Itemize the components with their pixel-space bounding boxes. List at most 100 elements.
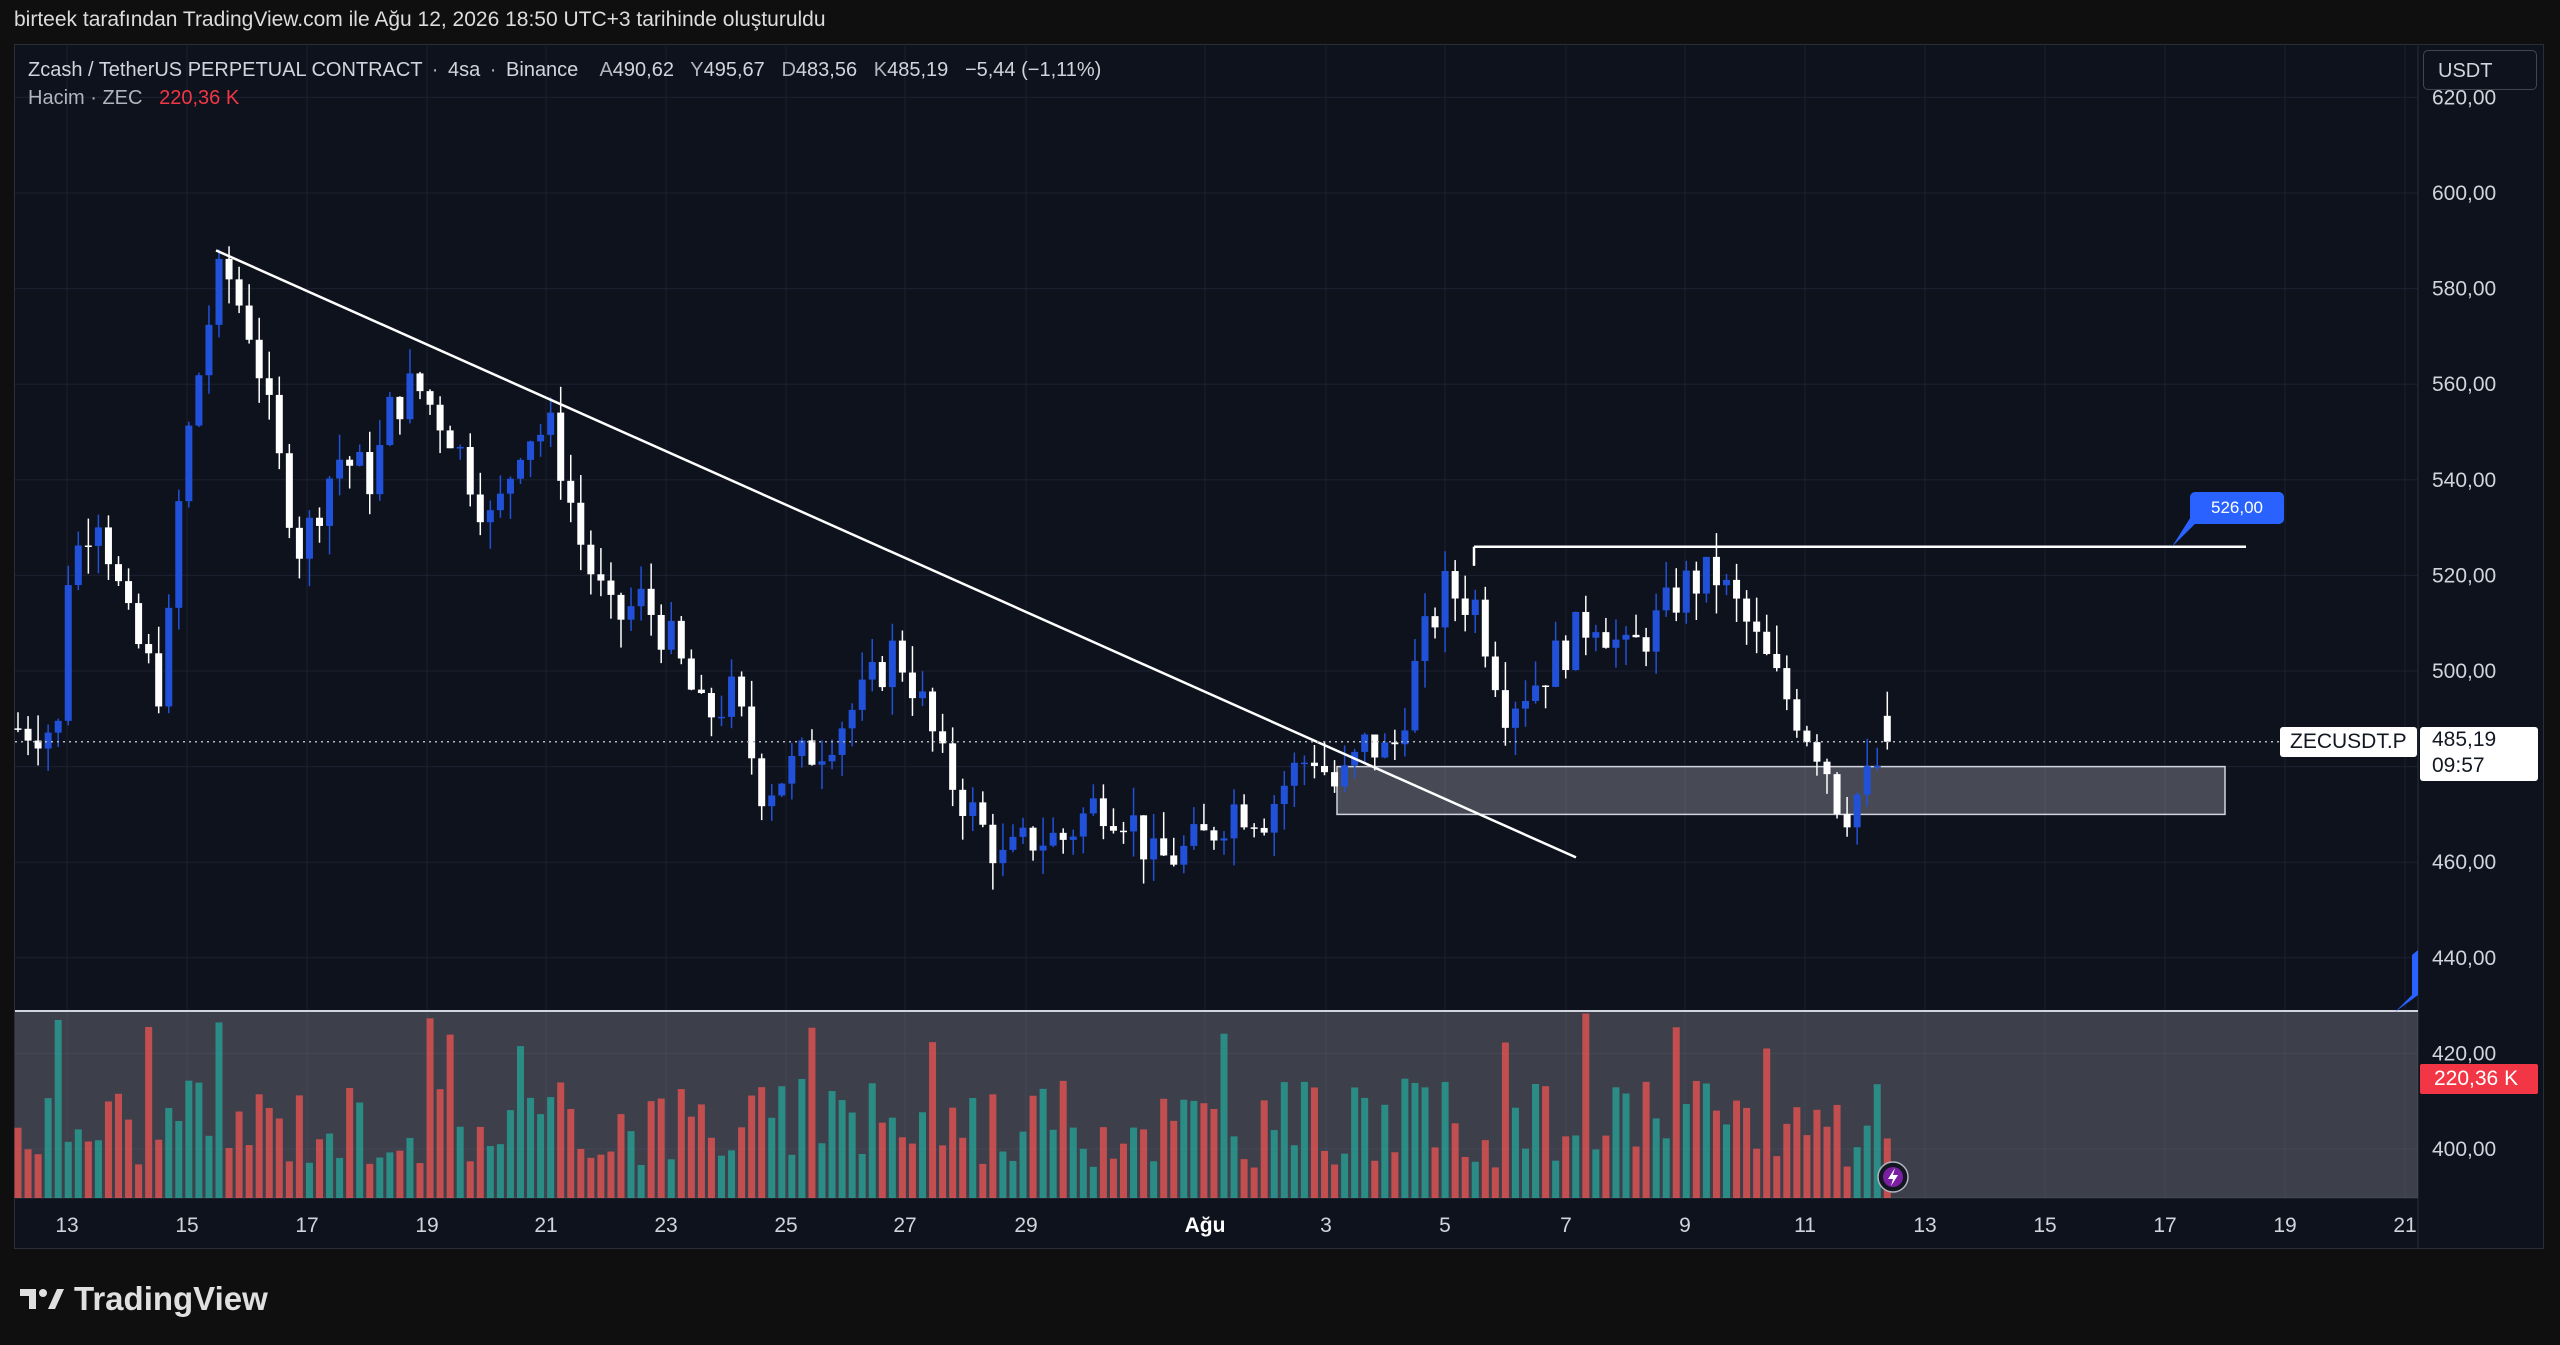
candle-body [898, 640, 906, 673]
candle-body [1622, 634, 1630, 640]
volume-bar [285, 1161, 293, 1198]
candle-body [707, 693, 715, 718]
volume-bar [436, 1089, 444, 1198]
resistance-level-tag[interactable]: 526,00 [2190, 492, 2284, 524]
brand-name: TradingView [74, 1280, 268, 1317]
candle-body [718, 716, 725, 719]
volume-bar [838, 1100, 846, 1198]
close-value: 485,19 [887, 59, 949, 81]
symbol-name[interactable]: Zcash / TetherUS PERPETUAL CONTRACT [28, 59, 423, 81]
volume-bar [1692, 1080, 1700, 1198]
volume-bar [848, 1112, 856, 1198]
volume-bar [1662, 1138, 1670, 1198]
volume-bar [1240, 1159, 1248, 1198]
candle-body [1692, 570, 1700, 594]
volume-bar [366, 1163, 374, 1198]
candle-body [1300, 762, 1308, 765]
volume-bar [1250, 1167, 1258, 1198]
candle-body [1753, 621, 1761, 632]
volume-bar [597, 1154, 605, 1198]
chart-frame [14, 44, 2544, 1249]
candle-body [999, 849, 1007, 864]
candle-body [1029, 827, 1037, 851]
volume-bar [94, 1140, 102, 1198]
candle-body [1592, 632, 1600, 638]
downtrend-line [215, 249, 1577, 859]
volume-bar [1411, 1082, 1419, 1198]
candle-body [1471, 599, 1479, 615]
candle-body [1522, 700, 1529, 709]
candle-body [697, 689, 705, 694]
candle-body [14, 728, 22, 730]
volume-bar [1461, 1156, 1469, 1198]
volume-bar [1773, 1156, 1781, 1198]
currency-button[interactable]: USDT [2423, 50, 2537, 90]
candle-body [1763, 631, 1771, 654]
volume-bar [979, 1163, 987, 1198]
x-axis-tick-label: 27 [893, 1214, 916, 1237]
candle-body [778, 783, 786, 796]
volume-bar [798, 1078, 806, 1198]
volume-bar [999, 1151, 1007, 1198]
x-axis-tick-label: Ağu [1185, 1214, 1226, 1237]
candle-body [1019, 827, 1027, 837]
x-axis-tick-label: 23 [654, 1214, 677, 1237]
candle-body [567, 480, 575, 503]
candle-body [1341, 765, 1349, 787]
candle-body [1371, 734, 1379, 758]
candle-body [1180, 845, 1188, 865]
candle-body [1672, 587, 1680, 613]
volume-bar [1712, 1110, 1720, 1198]
volume-bar [245, 1145, 253, 1198]
candle-body [1230, 804, 1238, 839]
candle-body [1461, 598, 1469, 615]
candle-body [1049, 832, 1057, 846]
volume-bar [1763, 1048, 1771, 1198]
candle-body [1401, 730, 1409, 745]
support-zone [1336, 765, 2226, 816]
candle-body [295, 527, 303, 559]
candle-body [446, 430, 454, 449]
candle-body [758, 758, 766, 807]
volume-bar [919, 1112, 926, 1198]
candle-body [255, 339, 263, 379]
candle-body [1099, 798, 1107, 827]
volume-bar [707, 1137, 715, 1198]
volume-bar [898, 1137, 906, 1198]
candle-body [54, 720, 62, 733]
candle-body [1170, 855, 1178, 865]
volume-bar [486, 1146, 494, 1198]
volume-bar [748, 1095, 756, 1198]
candle-body [1391, 742, 1399, 745]
interval-label[interactable]: 4sa [447, 59, 481, 81]
candle-body [748, 706, 756, 759]
candle-body [1109, 826, 1117, 831]
volume-bar [1813, 1109, 1821, 1198]
candle-body [356, 452, 364, 466]
candle-body [1793, 699, 1801, 731]
candle-body [1883, 715, 1891, 742]
candle-body [1532, 685, 1540, 701]
volume-bar [1049, 1129, 1057, 1198]
open-label: A [599, 59, 613, 81]
candle-body [1059, 832, 1067, 840]
volume-bar [1260, 1100, 1268, 1198]
volume-bar [14, 1127, 22, 1198]
candle-body [1843, 813, 1851, 828]
volume-bar [34, 1154, 42, 1198]
volume-bar [1612, 1087, 1620, 1198]
volume-bar [878, 1122, 886, 1198]
volume-bar [1753, 1148, 1761, 1198]
volume-bar [1009, 1160, 1017, 1198]
tradingview-logo[interactable]: TradingView [18, 1280, 268, 1318]
volume-label[interactable]: Hacim · ZEC [28, 87, 143, 109]
candle-body [84, 545, 92, 548]
candle-body [1863, 766, 1871, 795]
y-axis-tick-label: 460,00 [2432, 851, 2496, 874]
volume-bar [1160, 1098, 1168, 1198]
volume-bar [1069, 1127, 1077, 1198]
volume-bar [446, 1034, 454, 1198]
candle-body [1702, 556, 1710, 594]
candle-body [235, 279, 243, 306]
